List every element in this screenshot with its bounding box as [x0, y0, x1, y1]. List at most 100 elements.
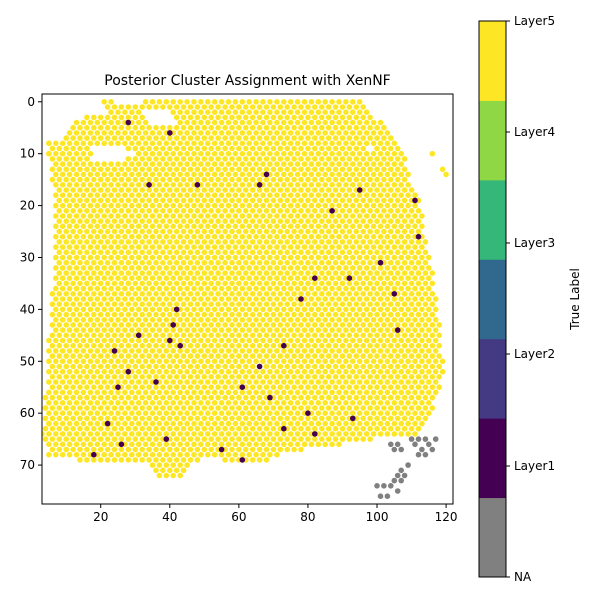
- layer5-point: [405, 317, 411, 323]
- layer5-point: [198, 420, 204, 427]
- layer5-point: [384, 161, 391, 167]
- layer5-point: [374, 228, 380, 235]
- layer5-point: [87, 192, 94, 198]
- layer5-point: [336, 265, 342, 271]
- layer5-point: [381, 166, 387, 173]
- layer5-point: [336, 368, 342, 375]
- layer5-point: [391, 368, 398, 375]
- layer5-point: [49, 405, 56, 411]
- layer5-point: [260, 431, 266, 437]
- layer5-point: [91, 311, 97, 318]
- layer5-point: [336, 99, 342, 105]
- layer5-point: [291, 436, 297, 442]
- layer5-point: [277, 208, 284, 214]
- layer5-point: [246, 358, 252, 365]
- layer5-point: [167, 124, 173, 131]
- layer5-point: [194, 425, 201, 432]
- layer5-point: [363, 275, 370, 282]
- layer5-point: [436, 353, 443, 359]
- layer5-point: [294, 306, 301, 313]
- layer5-point: [343, 244, 349, 250]
- layer5-point: [429, 301, 436, 308]
- layer5-point: [353, 342, 360, 349]
- layer5-point: [291, 156, 297, 162]
- layer5-point: [277, 394, 284, 401]
- layer5-point: [249, 436, 256, 442]
- layer5-point: [153, 467, 159, 474]
- y-tick-label: 60: [20, 406, 35, 420]
- layer5-point: [391, 296, 398, 302]
- layer5-point: [274, 358, 280, 365]
- layer5-point: [239, 400, 246, 406]
- layer5-point: [87, 420, 94, 427]
- layer5-point: [215, 259, 221, 266]
- layer5-point: [319, 124, 325, 131]
- layer5-point: [225, 317, 232, 323]
- layer5-point: [343, 285, 349, 292]
- layer5-point: [436, 374, 443, 380]
- layer5-point: [350, 337, 356, 344]
- layer5-point: [53, 233, 59, 240]
- x-tick-label: 20: [93, 510, 108, 524]
- layer5-point: [125, 249, 132, 256]
- layer5-point: [139, 228, 145, 235]
- layer5-point: [208, 239, 214, 245]
- layer5-point: [218, 182, 225, 188]
- layer5-point: [66, 140, 73, 147]
- layer5-point: [142, 244, 149, 250]
- layer5-point: [180, 332, 187, 339]
- layer5-point: [170, 420, 176, 427]
- layer5-point: [298, 322, 304, 328]
- layer5-point: [284, 405, 291, 411]
- layer5-point: [108, 400, 114, 406]
- layer5-point: [398, 213, 405, 219]
- layer5-point: [211, 389, 218, 396]
- layer5-point: [291, 249, 297, 256]
- layer5-point: [263, 291, 270, 297]
- layer5-point: [332, 353, 339, 359]
- layer5-point: [201, 446, 208, 453]
- layer5-point: [139, 415, 145, 422]
- layer5-point: [325, 135, 332, 141]
- layer5-point: [429, 353, 436, 359]
- layer5-point: [205, 233, 211, 240]
- layer5-point: [125, 374, 132, 380]
- layer1-point: [391, 291, 398, 297]
- layer5-point: [343, 192, 349, 198]
- layer5-point: [208, 342, 214, 349]
- layer5-point: [156, 161, 163, 167]
- layer5-point: [412, 202, 418, 209]
- layer5-point: [115, 109, 121, 115]
- layer5-point: [298, 415, 304, 422]
- layer5-point: [156, 296, 163, 302]
- layer5-point: [239, 265, 246, 271]
- layer5-point: [346, 291, 353, 297]
- layer5-point: [267, 265, 273, 271]
- layer5-point: [377, 244, 384, 250]
- layer5-point: [194, 187, 201, 193]
- layer5-point: [87, 368, 94, 375]
- layer5-point: [201, 415, 208, 422]
- layer5-point: [243, 187, 249, 193]
- layer5-point: [167, 342, 173, 349]
- layer5-point: [377, 420, 384, 427]
- layer5-point: [370, 296, 377, 302]
- layer5-point: [332, 249, 339, 256]
- layer5-point: [211, 223, 218, 230]
- layer5-point: [180, 301, 187, 308]
- layer5-point: [412, 306, 418, 313]
- layer5-point: [256, 187, 263, 193]
- layer5-point: [63, 394, 69, 401]
- layer5-point: [384, 213, 391, 219]
- layer5-point: [184, 337, 190, 344]
- layer5-point: [401, 239, 408, 245]
- layer5-point: [301, 420, 308, 427]
- layer5-point: [153, 208, 159, 214]
- layer5-point: [173, 311, 180, 318]
- layer5-point: [377, 223, 384, 230]
- layer5-point: [160, 239, 166, 245]
- layer5-point: [294, 109, 301, 115]
- layer5-point: [260, 420, 266, 427]
- layer5-point: [263, 405, 270, 411]
- layer5-point: [135, 379, 142, 385]
